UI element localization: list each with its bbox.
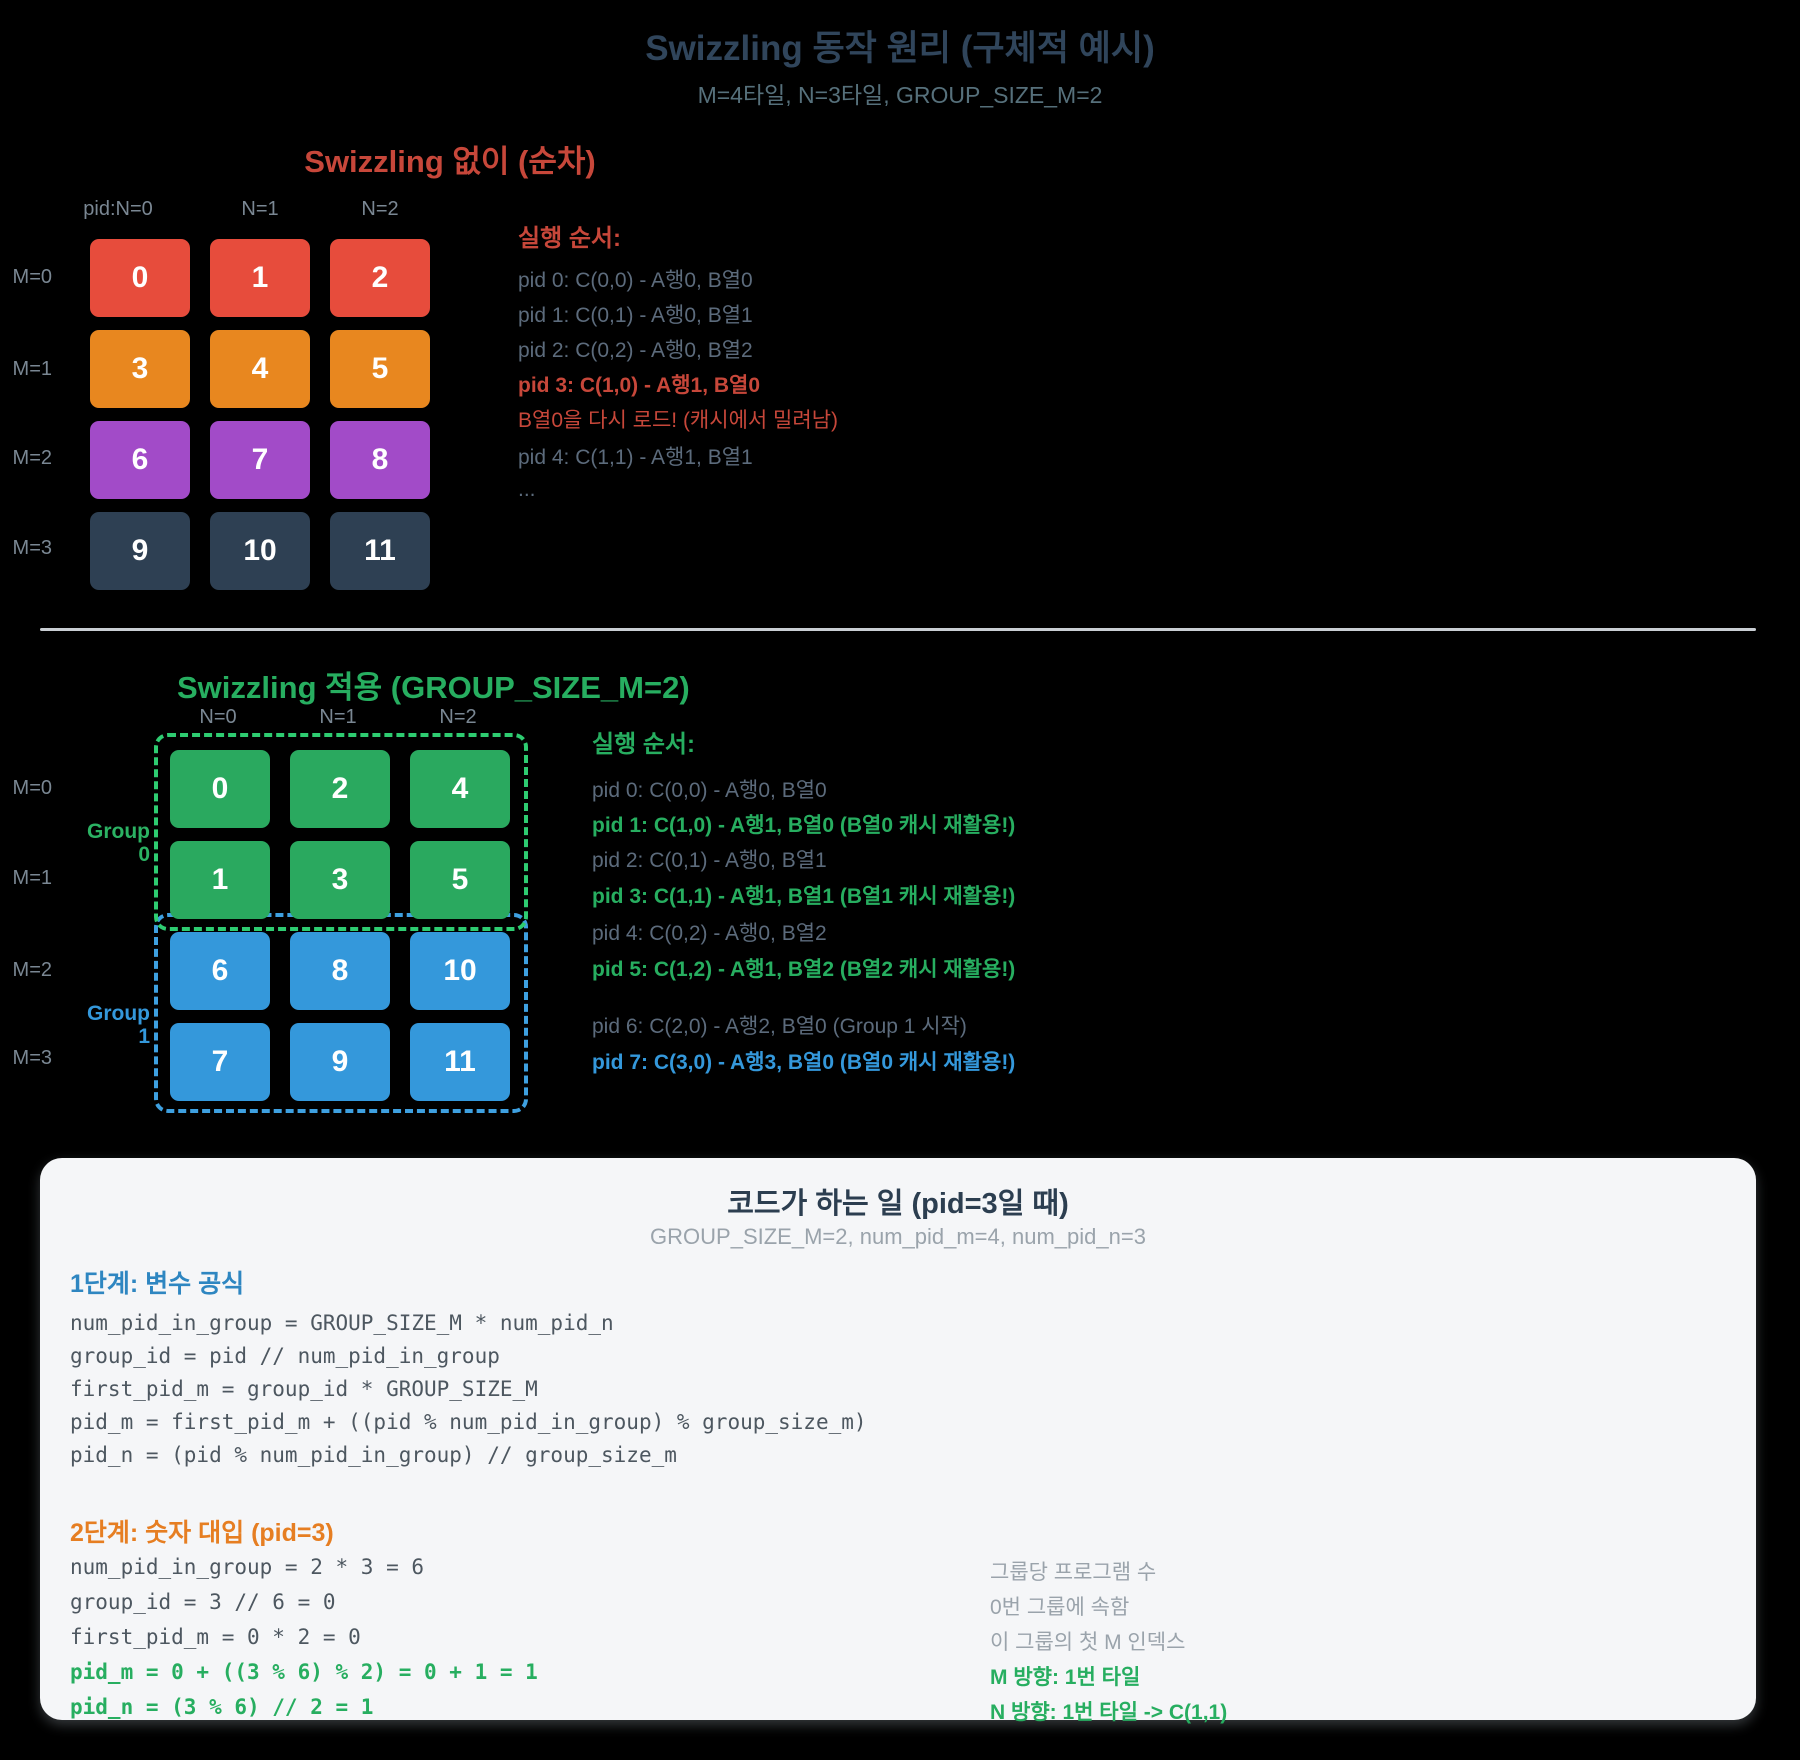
s2-col-label-2: N=2: [439, 706, 477, 728]
s1-exec-line: pid 2: C(0,2) - A행0, B열2: [518, 339, 753, 362]
tile-pid-1: 1: [210, 239, 310, 317]
step1-code-line: pid_m = first_pid_m + ((pid % num_pid_in…: [70, 1410, 867, 1434]
tile-pid-3: 3: [90, 330, 190, 408]
tile-swz-5: 5: [410, 841, 510, 919]
tile-swz-6: 6: [170, 932, 270, 1010]
s1-row-label-1: M=1: [12, 358, 52, 380]
step2-code-line-result: pid_n = (3 % 6) // 2 = 1: [70, 1695, 374, 1719]
s2-row-label-3: M=3: [12, 1047, 52, 1069]
step2-note-result: M 방향: 1번 타일: [990, 1666, 1141, 1689]
section-divider: [40, 628, 1756, 631]
page-title: Swizzling 동작 원리 (구체적 예시): [645, 29, 1155, 68]
s1-row-label-0: M=0: [12, 266, 52, 288]
s1-exec-line: pid 4: C(1,1) - A행1, B열1: [518, 446, 753, 469]
step2-code-line: num_pid_in_group = 2 * 3 = 6: [70, 1555, 425, 1579]
code-explanation-panel: 코드가 하는 일 (pid=3일 때) GROUP_SIZE_M=2, num_…: [40, 1158, 1756, 1724]
group-0-label-num: 0: [138, 843, 150, 866]
tile-pid-0: 0: [90, 239, 190, 317]
tile-swz-1: 1: [170, 841, 270, 919]
swizzled-grid: 0 2 4 1 3 5 6 8 10 7 9 11: [170, 750, 510, 1101]
sequential-grid: 0 1 2 3 4 5 6 7 8 9 10 11: [90, 239, 430, 590]
group-1-label: Group 1: [56, 1002, 150, 1048]
s2-exec-line: pid 0: C(0,0) - A행0, B열0: [592, 779, 827, 802]
s2-exec-line-highlight: pid 3: C(1,1) - A행1, B열1 (B열1 캐시 재활용!): [592, 885, 1016, 908]
s2-exec-line: pid 4: C(0,2) - A행0, B열2: [592, 922, 827, 945]
step2-code-line: group_id = 3 // 6 = 0: [70, 1590, 336, 1614]
group-0-dashed-outline: [154, 733, 528, 931]
s1-exec-line-highlight: pid 3: C(1,0) - A행1, B열0: [518, 374, 761, 397]
step2-note-result: N 방향: 1번 타일 -> C(1,1): [990, 1701, 1228, 1724]
step2-note: 그룹당 프로그램 수: [990, 1561, 1157, 1584]
tile-pid-9: 9: [90, 512, 190, 590]
s2-col-label-0: N=0: [199, 706, 237, 728]
s2-row-label-2: M=2: [12, 959, 52, 981]
step1-code-line: first_pid_m = group_id * GROUP_SIZE_M: [70, 1377, 538, 1401]
tile-pid-4: 4: [210, 330, 310, 408]
s1-row-label-3: M=3: [12, 537, 52, 559]
page-subtitle: M=4타일, N=3타일, GROUP_SIZE_M=2: [697, 82, 1103, 108]
s1-exec-line-warning: B열0을 다시 로드! (캐시에서 밀려남): [518, 409, 839, 432]
step1-code-line: pid_n = (pid % num_pid_in_group) // grou…: [70, 1443, 677, 1467]
s1-exec-line: pid 0: C(0,0) - A행0, B열0: [518, 269, 753, 292]
s1-row-label-2: M=2: [12, 447, 52, 469]
step2-note: 0번 그룹에 속함: [990, 1596, 1130, 1619]
s1-col-label-0: pid:N=0: [83, 198, 153, 220]
s2-row-label-0: M=0: [12, 777, 52, 799]
tile-swz-9: 9: [290, 1023, 390, 1101]
step1-code-line: group_id = pid // num_pid_in_group: [70, 1344, 500, 1368]
tile-swz-2: 2: [290, 750, 390, 828]
s1-exec-ellipsis: ...: [518, 478, 536, 501]
tile-swz-11: 11: [410, 1023, 510, 1101]
s2-row-label-1: M=1: [12, 867, 52, 889]
s2-exec-line-highlight-blue: pid 7: C(3,0) - A행3, B열0 (B열0 캐시 재활용!): [592, 1051, 1016, 1074]
tile-pid-7: 7: [210, 421, 310, 499]
group-0-label-word: Group: [87, 820, 150, 843]
tile-pid-10: 10: [210, 512, 310, 590]
s2-exec-title: 실행 순서:: [592, 731, 695, 758]
tile-pid-11: 11: [330, 512, 430, 590]
s1-exec-line: pid 1: C(0,1) - A행0, B열1: [518, 304, 753, 327]
group-1-label-num: 1: [138, 1025, 150, 1048]
tile-pid-6: 6: [90, 421, 190, 499]
tile-swz-0: 0: [170, 750, 270, 828]
s1-exec-title: 실행 순서:: [518, 225, 621, 252]
s1-col-label-1: N=1: [241, 198, 279, 220]
tile-pid-8: 8: [330, 421, 430, 499]
panel-title: 코드가 하는 일 (pid=3일 때): [727, 1188, 1069, 1220]
group-0-label: Group 0: [56, 820, 150, 866]
step2-code-line-result: pid_m = 0 + ((3 % 6) % 2) = 0 + 1 = 1: [70, 1660, 538, 1684]
tile-swz-8: 8: [290, 932, 390, 1010]
s2-exec-line: pid 2: C(0,1) - A행0, B열1: [592, 849, 827, 872]
section1-heading: Swizzling 없이 (순차): [304, 144, 596, 179]
s2-exec-line: pid 6: C(2,0) - A행2, B열0 (Group 1 시작): [592, 1015, 967, 1038]
tile-pid-5: 5: [330, 330, 430, 408]
tile-pid-2: 2: [330, 239, 430, 317]
step1-code-line: num_pid_in_group = GROUP_SIZE_M * num_pi…: [70, 1311, 614, 1335]
s2-col-label-1: N=1: [319, 706, 357, 728]
panel-subtitle: GROUP_SIZE_M=2, num_pid_m=4, num_pid_n=3: [650, 1224, 1146, 1249]
step2-code-line: first_pid_m = 0 * 2 = 0: [70, 1625, 361, 1649]
step2-heading: 2단계: 숫자 대입 (pid=3): [70, 1519, 334, 1547]
section2-heading: Swizzling 적용 (GROUP_SIZE_M=2): [177, 670, 690, 705]
step1-heading: 1단계: 변수 공식: [70, 1270, 245, 1298]
s1-col-label-2: N=2: [361, 198, 399, 220]
s2-exec-line-highlight: pid 1: C(1,0) - A행1, B열0 (B열0 캐시 재활용!): [592, 814, 1016, 837]
step2-note: 이 그룹의 첫 M 인덱스: [990, 1631, 1186, 1654]
group-1-label-word: Group: [87, 1002, 150, 1025]
tile-swz-7: 7: [170, 1023, 270, 1101]
tile-swz-3: 3: [290, 841, 390, 919]
s2-exec-line-highlight: pid 5: C(1,2) - A행1, B열2 (B열2 캐시 재활용!): [592, 958, 1016, 981]
tile-swz-10: 10: [410, 932, 510, 1010]
tile-swz-4: 4: [410, 750, 510, 828]
